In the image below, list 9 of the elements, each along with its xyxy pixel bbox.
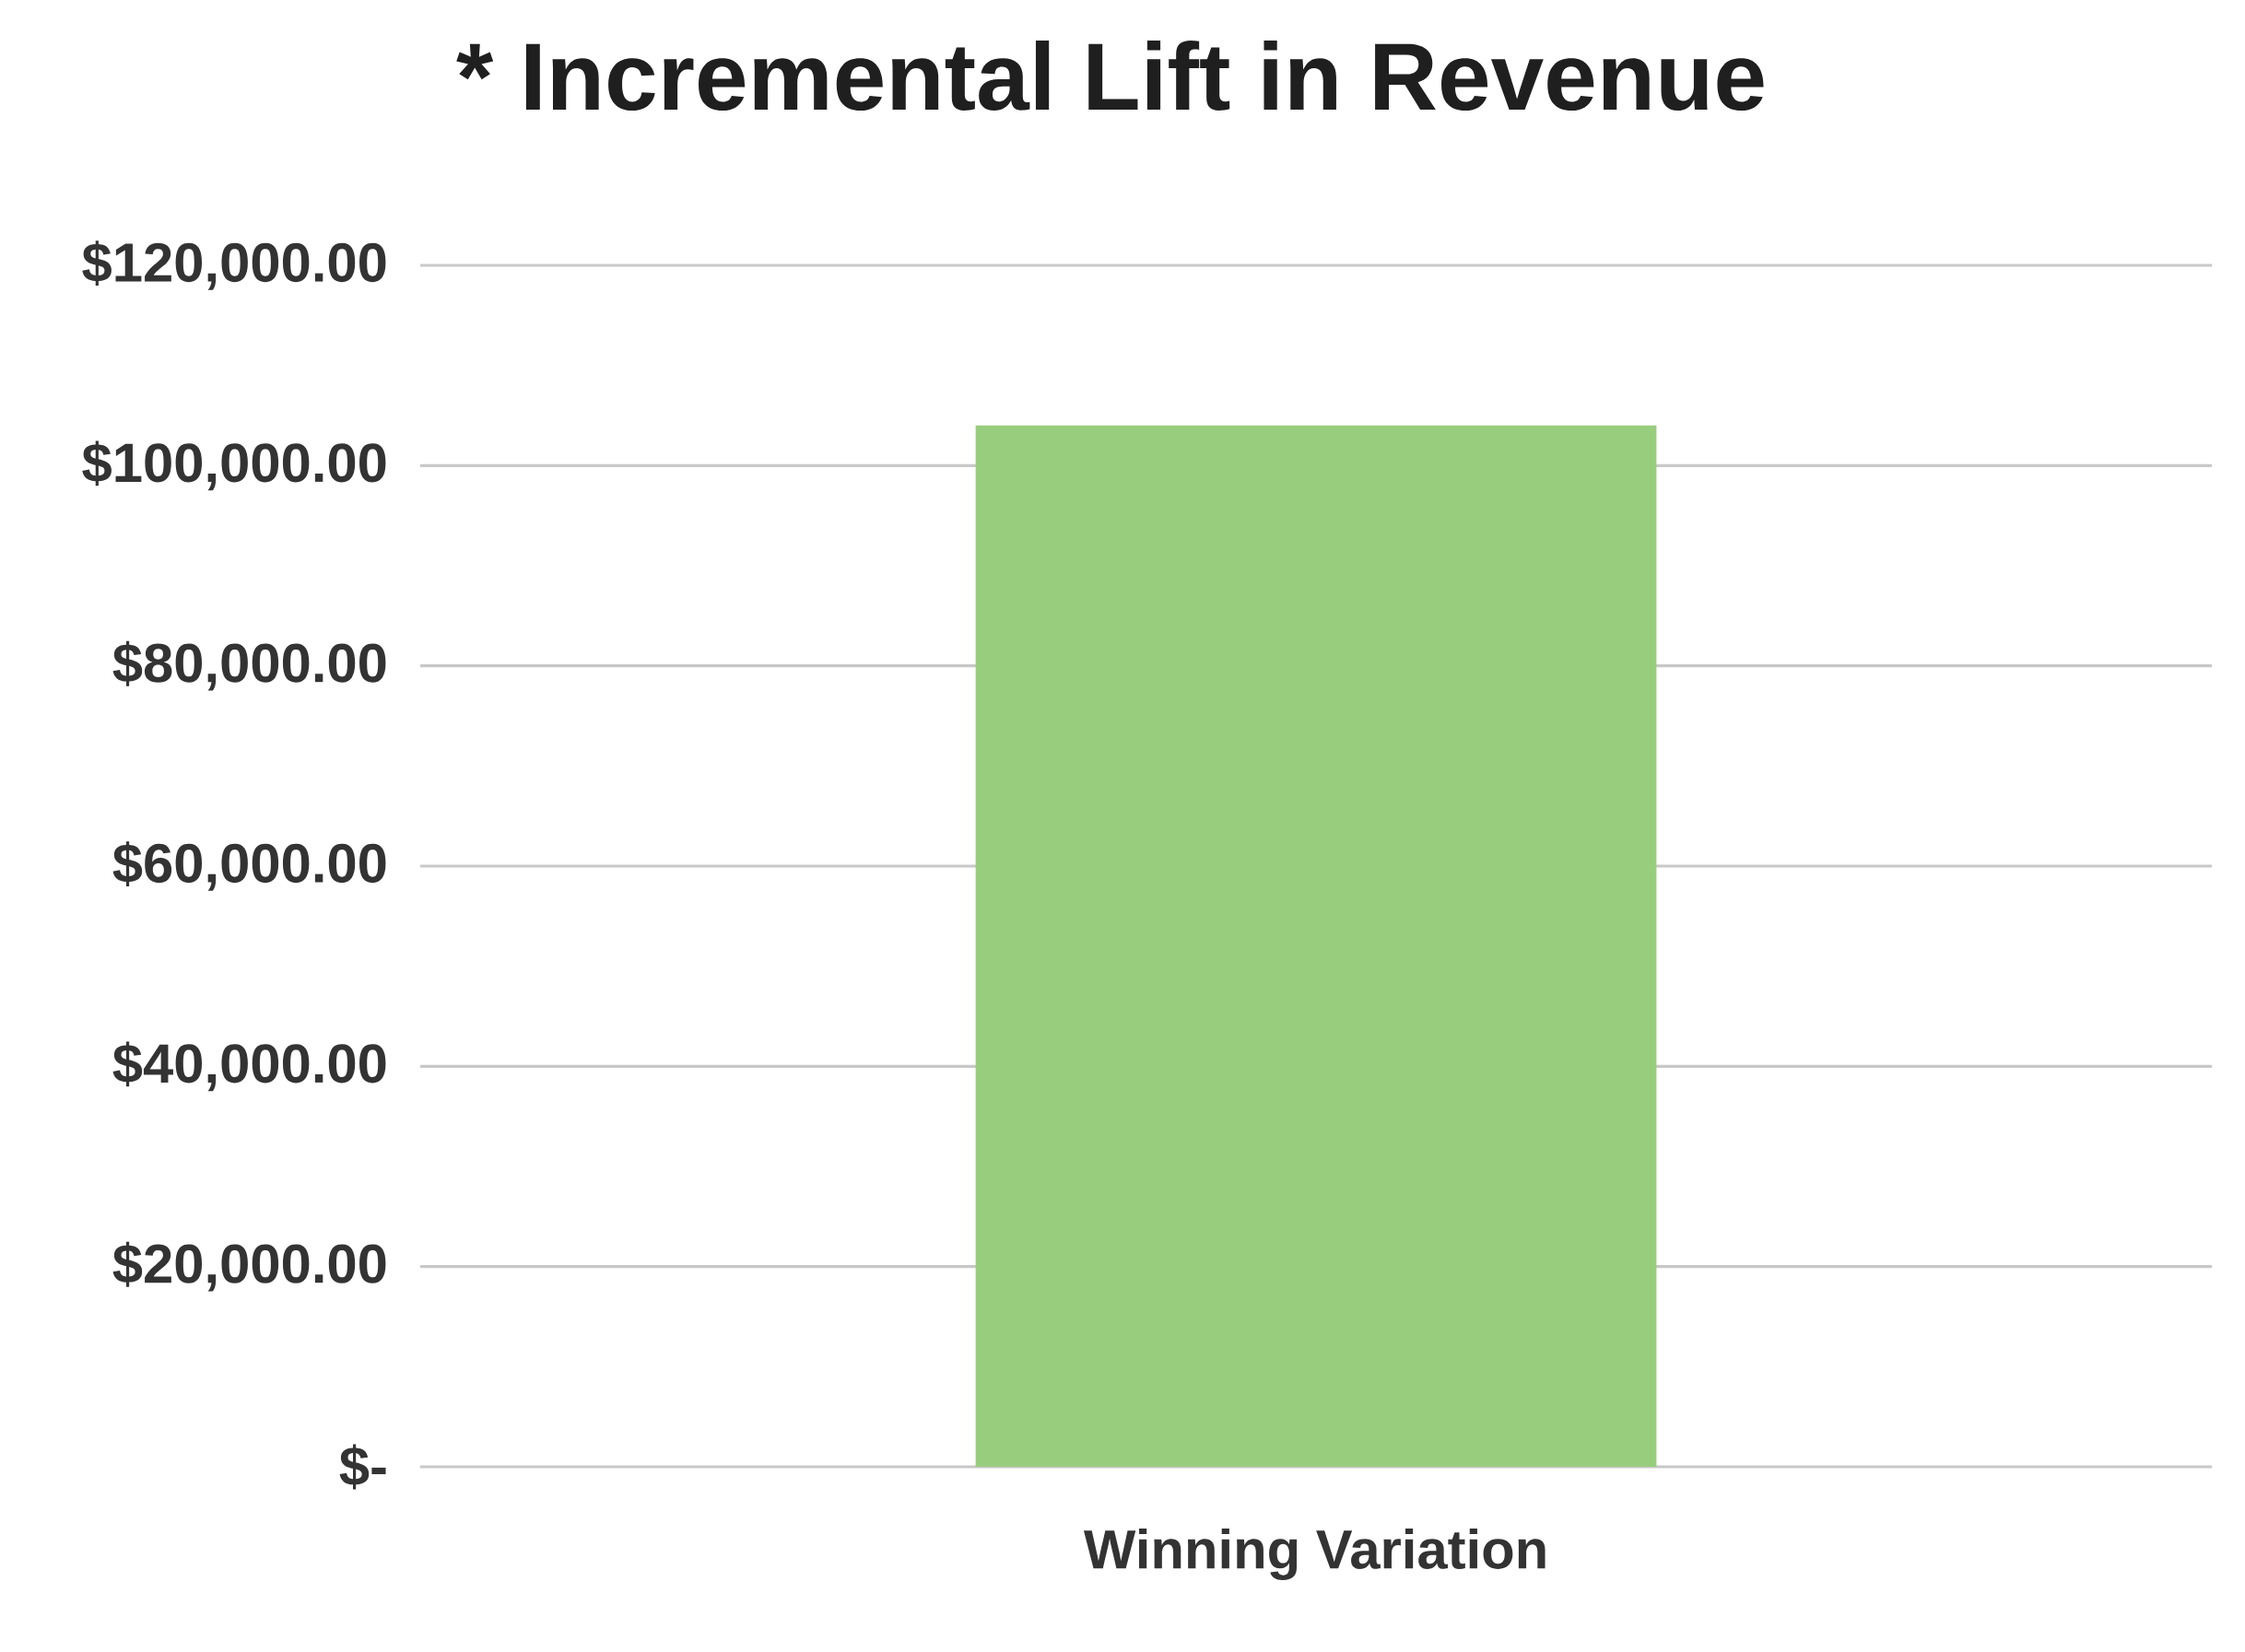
y-tick-label: $120,000.00 [82, 240, 386, 290]
y-tick-label: $80,000.00 [112, 640, 386, 691]
y-tick-label: $- [339, 1444, 386, 1490]
y-tick-label: $40,000.00 [112, 1041, 386, 1092]
y-tick-label: $100,000.00 [82, 440, 386, 491]
x-tick-label: Winning Variation [1083, 1529, 1546, 1581]
y-tick-label: $60,000.00 [112, 841, 386, 891]
y-tick-label: $20,000.00 [112, 1241, 386, 1292]
chart-title: * Incremental Lift in Revenue [456, 41, 1764, 111]
